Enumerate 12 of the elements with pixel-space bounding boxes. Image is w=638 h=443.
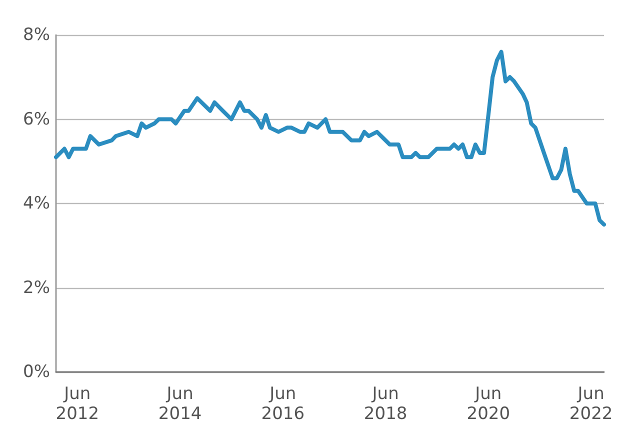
y-tick-label: 0%	[23, 362, 50, 382]
y-tick-label: 2%	[23, 278, 50, 298]
y-tick-label: 4%	[23, 194, 50, 214]
x-tick-label: Jun 2012	[56, 384, 100, 424]
line-series	[54, 50, 606, 227]
x-tick-label: Jun 2018	[364, 384, 408, 424]
y-tick-label: 6%	[23, 109, 50, 130]
y-tick-label: 8%	[23, 25, 50, 45]
x-tick-label: Jun 2016	[261, 384, 305, 424]
x-tick-label: Jun 2020	[466, 384, 510, 424]
x-tick-label: Jun 2022	[569, 384, 613, 424]
x-tick-label: Jun 2014	[158, 384, 202, 424]
